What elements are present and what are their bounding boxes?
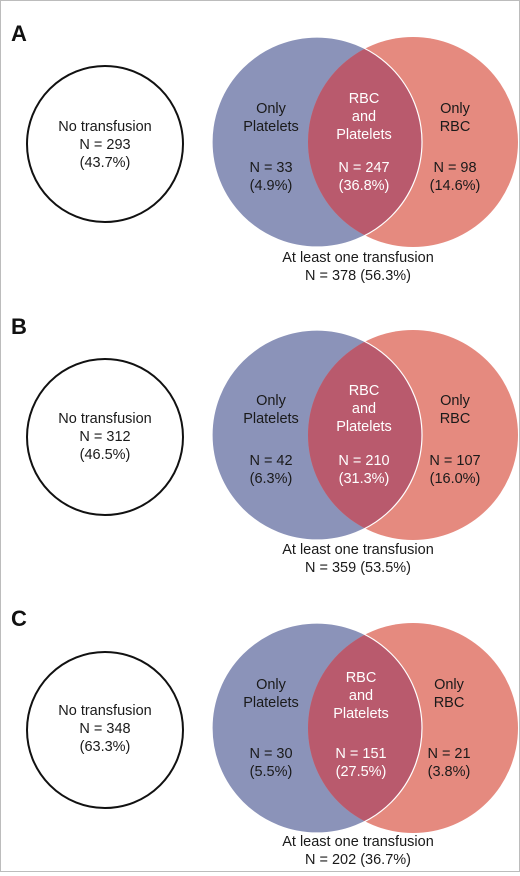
no-transfusion-percent: (63.3%)	[80, 739, 131, 755]
no-transfusion-title: No transfusion	[58, 411, 152, 427]
any-transfusion-title: At least one transfusion	[282, 834, 434, 850]
any-transfusion-count: N = 378 (56.3%)	[305, 268, 411, 284]
only-rbc-count: N = 107	[429, 453, 480, 469]
panel-letter: C	[11, 606, 27, 631]
only-rbc-count: N = 21	[427, 746, 470, 762]
overlap-region	[308, 37, 422, 247]
any-transfusion-count: N = 359 (53.5%)	[305, 560, 411, 576]
no-transfusion-percent: (46.5%)	[80, 447, 131, 463]
no-transfusion-circle	[26, 651, 184, 809]
only-platelets-label-1: Only	[256, 101, 287, 117]
only-platelets-percent: (5.5%)	[250, 764, 293, 780]
no-transfusion-count: N = 348	[79, 721, 130, 737]
both-count: N = 247	[338, 160, 389, 176]
only-platelets-percent: (6.3%)	[250, 471, 293, 487]
no-transfusion-title: No transfusion	[58, 703, 152, 719]
only-platelets-label-2: Platelets	[243, 411, 299, 427]
no-transfusion-circle	[26, 65, 184, 223]
only-rbc-label-1: Only	[440, 393, 471, 409]
only-rbc-percent: (16.0%)	[430, 471, 481, 487]
panel-c: C No transfusion N = 348 (63.3%) Only Pl…	[11, 606, 518, 868]
only-platelets-percent: (4.9%)	[250, 178, 293, 194]
both-label-3: Platelets	[336, 419, 392, 435]
both-label-3: Platelets	[333, 706, 389, 722]
only-platelets-label-2: Platelets	[243, 695, 299, 711]
panel-a: A No transfusion N = 293 (43.7%) Only Pl…	[11, 21, 518, 284]
platelets-circle-edge	[211, 36, 423, 248]
both-label-2: and	[349, 688, 373, 704]
only-rbc-percent: (3.8%)	[428, 764, 471, 780]
only-rbc-percent: (14.6%)	[430, 178, 481, 194]
both-label-1: RBC	[349, 91, 380, 107]
only-rbc-label-2: RBC	[440, 119, 471, 135]
only-rbc-count: N = 98	[433, 160, 476, 176]
both-label-2: and	[352, 401, 376, 417]
only-platelets-count: N = 30	[249, 746, 292, 762]
platelets-circle-edge	[211, 622, 423, 834]
overlap-region	[308, 330, 422, 540]
only-rbc-label-1: Only	[440, 101, 471, 117]
both-label-1: RBC	[346, 670, 377, 686]
only-rbc-label-2: RBC	[440, 411, 471, 427]
no-transfusion-count: N = 293	[79, 137, 130, 153]
any-transfusion-title: At least one transfusion	[282, 542, 434, 558]
no-transfusion-title: No transfusion	[58, 119, 152, 135]
panel-b: B No transfusion N = 312 (46.5%) Only Pl…	[11, 314, 518, 576]
platelets-circle-edge	[211, 329, 423, 541]
only-platelets-count: N = 33	[249, 160, 292, 176]
only-rbc-label-1: Only	[434, 677, 465, 693]
both-label-3: Platelets	[336, 127, 392, 143]
both-count: N = 210	[338, 453, 389, 469]
any-transfusion-title: At least one transfusion	[282, 250, 434, 266]
only-platelets-label-1: Only	[256, 393, 287, 409]
no-transfusion-percent: (43.7%)	[80, 155, 131, 171]
both-percent: (31.3%)	[339, 471, 390, 487]
both-label-2: and	[352, 109, 376, 125]
only-platelets-count: N = 42	[249, 453, 292, 469]
overlap-region	[308, 623, 422, 833]
any-transfusion-count: N = 202 (36.7%)	[305, 852, 411, 868]
no-transfusion-count: N = 312	[79, 429, 130, 445]
panel-letter: A	[11, 21, 27, 46]
only-platelets-label-2: Platelets	[243, 119, 299, 135]
panel-letter: B	[11, 314, 27, 339]
only-rbc-label-2: RBC	[434, 695, 465, 711]
no-transfusion-circle	[26, 358, 184, 516]
both-count: N = 151	[335, 746, 386, 762]
both-percent: (27.5%)	[336, 764, 387, 780]
both-label-1: RBC	[349, 383, 380, 399]
only-platelets-label-1: Only	[256, 677, 287, 693]
both-percent: (36.8%)	[339, 178, 390, 194]
